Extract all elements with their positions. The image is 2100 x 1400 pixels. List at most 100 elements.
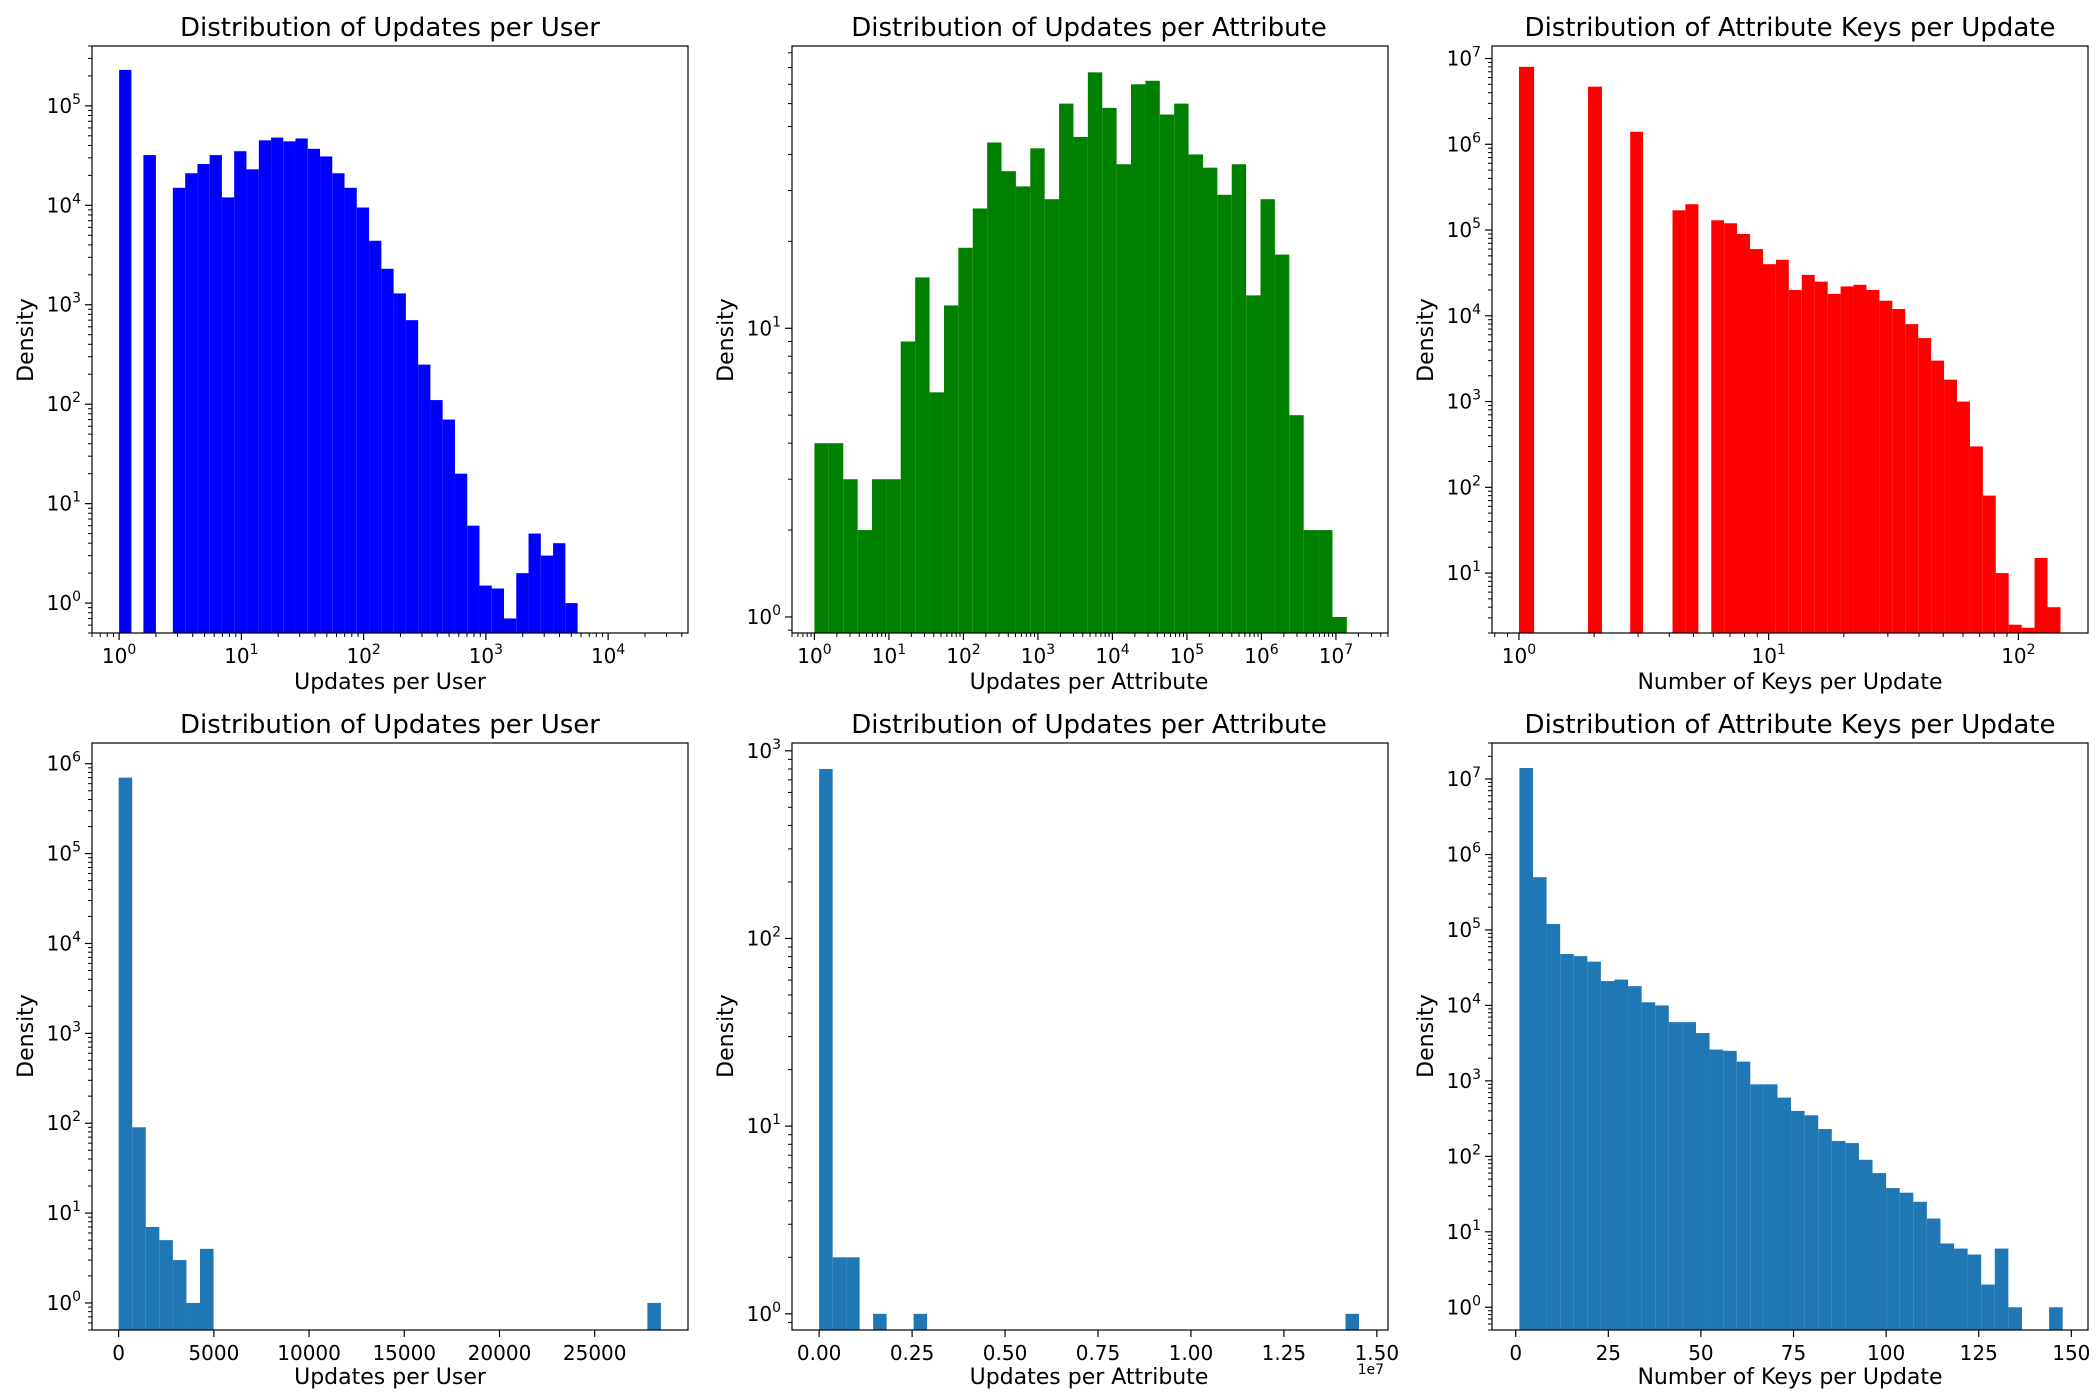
y-tick-label: 102	[1447, 1142, 1481, 1168]
histogram-bar	[454, 473, 468, 633]
histogram-bars	[118, 777, 661, 1330]
x-tick-label-base: 10	[1170, 644, 1195, 668]
y-tick-label-exponent: 6	[1472, 130, 1481, 146]
histogram-bar	[1905, 324, 1919, 633]
x-tick-label: 0.25	[890, 1341, 935, 1365]
y-tick-label: 101	[1447, 1218, 1481, 1244]
y-tick-label: 103	[1447, 388, 1481, 414]
histogram-bar	[186, 1302, 201, 1330]
histogram-bar	[1954, 1248, 1968, 1330]
histogram-bar	[1318, 530, 1333, 633]
histogram-bar	[320, 156, 333, 633]
histogram-bar	[1818, 1129, 1832, 1330]
histogram-bar	[1866, 289, 1880, 633]
y-tick-label-exponent: 5	[1472, 216, 1481, 232]
y-tick-label-exponent: 5	[72, 92, 81, 108]
histogram-bar	[528, 533, 541, 633]
x-tick-label-exponent: 2	[372, 642, 381, 658]
x-tick-label: 1.50	[1355, 1341, 1400, 1365]
panel-updates-per-user-log: Distribution of Updates per User 100 101 1…	[14, 13, 689, 695]
x-axis-label: Updates per User	[294, 1365, 487, 1390]
y-tick-label-base: 10	[47, 591, 72, 615]
histogram-bar	[1750, 249, 1763, 633]
histogram-bar	[504, 618, 517, 633]
histogram-bar	[1994, 1248, 2009, 1330]
y-tick-label: 102	[747, 924, 781, 950]
x-tick-label-exponent: 2	[2027, 642, 2036, 658]
histogram-bar	[1982, 495, 1996, 633]
y-tick-label-base: 10	[1447, 767, 1472, 791]
histogram-bar	[1711, 220, 1725, 633]
x-tick-label: 102	[346, 642, 380, 668]
histogram-bar	[1736, 1061, 1751, 1330]
y-axis-label: Density	[714, 994, 739, 1078]
histogram-bar	[1131, 84, 1146, 633]
histogram-bar	[1202, 167, 1218, 633]
histogram-bar	[430, 400, 443, 633]
x-tick-label: 105	[1170, 642, 1204, 668]
y-tick-label-exponent: 2	[1472, 473, 1481, 489]
y-tick-label: 102	[47, 390, 81, 416]
histogram-bar	[1682, 1022, 1696, 1330]
histogram-bar	[2021, 627, 2035, 633]
x-tick-label-base: 10	[1021, 644, 1046, 668]
histogram-bar	[929, 392, 944, 633]
histogram-bar	[381, 268, 394, 633]
histogram-bar	[1600, 981, 1615, 1330]
y-tick-label-base: 10	[47, 193, 72, 217]
x-tick-label-base: 10	[224, 644, 249, 668]
x-axis-label: Updates per Attribute	[970, 1365, 1209, 1390]
histogram-bar	[1957, 401, 1970, 633]
x-axis: 100 101 102 103 104	[102, 633, 625, 668]
y-tick-label-exponent: 3	[772, 737, 781, 753]
histogram-bar	[467, 525, 480, 633]
y-tick-label: 106	[1447, 130, 1481, 156]
histogram-bars	[1518, 66, 2061, 633]
histogram-bar	[1145, 80, 1160, 633]
histogram-bar	[1899, 1192, 1914, 1330]
histogram-bar	[516, 573, 529, 633]
y-tick-label-exponent: 7	[1472, 45, 1481, 61]
y-tick-label-base: 10	[747, 1114, 772, 1138]
y-tick-label-exponent: 4	[72, 191, 81, 207]
axes-frame	[91, 742, 689, 1331]
histogram-bar	[1750, 1084, 1764, 1330]
x-tick-label: 106	[1244, 642, 1278, 668]
histogram-bar	[246, 169, 259, 633]
histogram-bar	[1804, 1115, 1819, 1330]
x-tick-label-exponent: 3	[1046, 642, 1055, 658]
y-tick-label-exponent: 2	[1472, 1142, 1481, 1158]
y-tick-label-exponent: 7	[1472, 765, 1481, 781]
y-tick-label: 101	[747, 314, 781, 340]
y-tick-label-base: 10	[747, 316, 772, 340]
histogram-bar	[1303, 530, 1319, 633]
y-tick-label-base: 10	[1447, 1144, 1472, 1168]
histogram-bar	[2047, 607, 2061, 633]
histogram-bar	[185, 173, 198, 633]
histogram-bar	[1345, 1313, 1359, 1330]
y-tick-label-exponent: 3	[1472, 1067, 1481, 1083]
histogram-bar	[159, 1240, 173, 1330]
histogram-bar	[418, 364, 431, 633]
x-axis: 0.00 0.25 0.50 0.75 1.00 1.25 1.50	[797, 1330, 1399, 1365]
y-axis-label: Density	[14, 298, 39, 382]
y-tick-label-exponent: 2	[72, 1109, 81, 1125]
y-tick-label-base: 10	[747, 739, 772, 763]
histogram-bar	[1102, 107, 1117, 633]
y-tick-label: 104	[1447, 991, 1481, 1017]
histogram-bar	[900, 341, 916, 633]
histogram-bar	[886, 479, 901, 633]
histogram-bar	[1159, 114, 1175, 633]
histogram-bar	[1332, 616, 1347, 633]
y-tick-label: 103	[747, 737, 781, 763]
histogram-bar	[1791, 1110, 1805, 1330]
x-tick-label: 150	[2052, 1341, 2090, 1365]
histogram-bar	[1587, 961, 1601, 1330]
histogram-bar	[1886, 1188, 1900, 1330]
y-tick-label-base: 10	[1447, 218, 1472, 242]
histogram-bar	[172, 187, 186, 633]
